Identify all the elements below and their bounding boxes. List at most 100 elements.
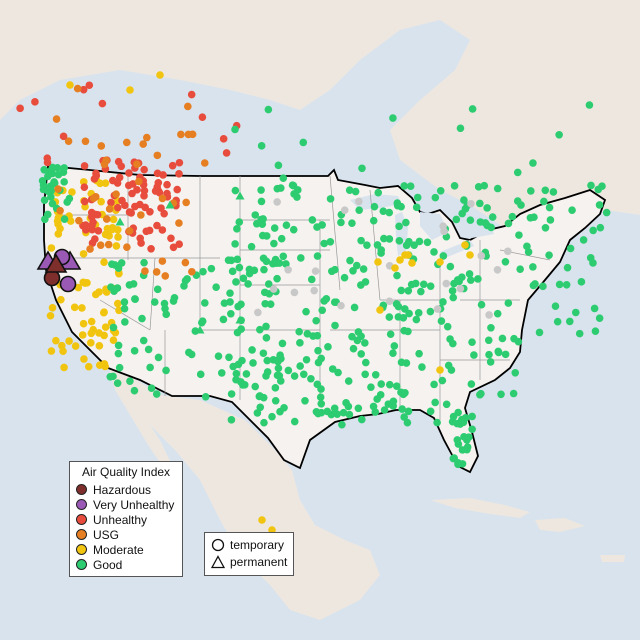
site-marker[interactable]	[333, 410, 342, 418]
site-marker[interactable]	[97, 142, 106, 150]
site-marker[interactable]	[94, 227, 103, 235]
site-marker[interactable]	[139, 336, 148, 345]
site-marker[interactable]	[430, 380, 438, 389]
site-marker[interactable]	[369, 216, 378, 225]
site-marker[interactable]	[385, 313, 394, 321]
site-marker[interactable]	[374, 258, 382, 266]
site-marker[interactable]	[169, 243, 178, 252]
site-marker[interactable]	[293, 186, 302, 194]
site-marker[interactable]	[271, 396, 280, 405]
site-marker[interactable]	[109, 336, 118, 344]
site-marker[interactable]	[260, 418, 268, 427]
site-marker[interactable]	[75, 216, 83, 225]
site-marker[interactable]	[273, 274, 281, 283]
site-marker[interactable]	[234, 360, 243, 369]
site-marker[interactable]	[165, 200, 175, 209]
site-marker[interactable]	[260, 288, 269, 297]
site-marker[interactable]	[195, 325, 205, 334]
site-marker[interactable]	[235, 218, 244, 226]
site-marker[interactable]	[78, 304, 86, 312]
site-marker[interactable]	[106, 372, 115, 381]
site-marker[interactable]	[353, 336, 362, 345]
site-marker[interactable]	[262, 232, 271, 240]
site-marker[interactable]	[113, 226, 122, 234]
site-marker[interactable]	[161, 272, 170, 280]
site-marker[interactable]	[397, 286, 406, 295]
site-marker[interactable]	[244, 280, 252, 288]
site-marker[interactable]	[330, 404, 339, 413]
site-marker[interactable]	[503, 247, 512, 256]
site-marker[interactable]	[124, 181, 133, 190]
site-marker[interactable]	[31, 98, 39, 106]
site-marker[interactable]	[98, 99, 107, 108]
site-marker[interactable]	[70, 303, 79, 312]
site-marker[interactable]	[154, 353, 163, 362]
site-marker[interactable]	[566, 244, 575, 253]
site-marker[interactable]	[158, 194, 167, 203]
site-marker[interactable]	[152, 390, 161, 398]
site-marker[interactable]	[278, 339, 287, 348]
site-marker[interactable]	[376, 306, 384, 314]
site-marker[interactable]	[115, 269, 123, 278]
site-marker[interactable]	[320, 239, 329, 248]
site-marker[interactable]	[214, 352, 223, 360]
site-marker[interactable]	[251, 211, 260, 219]
site-marker[interactable]	[167, 234, 175, 243]
site-marker[interactable]	[274, 364, 283, 373]
site-marker[interactable]	[579, 236, 588, 244]
site-marker[interactable]	[162, 366, 170, 375]
site-marker[interactable]	[130, 347, 139, 355]
site-marker[interactable]	[485, 350, 493, 359]
site-marker[interactable]	[87, 317, 96, 326]
site-marker[interactable]	[112, 190, 120, 198]
site-marker[interactable]	[125, 169, 133, 177]
site-marker[interactable]	[348, 332, 356, 341]
site-marker[interactable]	[284, 265, 292, 274]
site-marker[interactable]	[153, 285, 162, 294]
site-marker[interactable]	[222, 149, 231, 157]
site-marker[interactable]	[259, 349, 268, 358]
site-marker[interactable]	[80, 197, 89, 206]
site-marker[interactable]	[313, 252, 322, 260]
site-marker[interactable]	[498, 334, 507, 343]
site-marker[interactable]	[147, 384, 156, 393]
site-marker[interactable]	[389, 349, 397, 358]
site-marker[interactable]	[370, 202, 379, 211]
site-marker[interactable]	[86, 245, 94, 253]
site-marker[interactable]	[357, 236, 365, 245]
site-marker[interactable]	[290, 372, 299, 380]
site-marker[interactable]	[563, 263, 572, 272]
site-marker[interactable]	[262, 257, 271, 266]
site-marker[interactable]	[450, 182, 459, 190]
site-marker[interactable]	[158, 226, 167, 234]
site-marker[interactable]	[54, 230, 63, 238]
site-marker[interactable]	[84, 362, 93, 371]
site-marker[interactable]	[571, 308, 580, 317]
site-marker[interactable]	[262, 334, 271, 342]
site-marker[interactable]	[114, 233, 122, 241]
site-marker[interactable]	[52, 336, 60, 345]
site-marker[interactable]	[260, 265, 268, 274]
site-marker[interactable]	[93, 210, 102, 219]
site-marker[interactable]	[415, 349, 423, 358]
site-marker[interactable]	[273, 198, 281, 206]
site-marker[interactable]	[487, 223, 495, 232]
site-marker[interactable]	[257, 186, 265, 194]
site-marker[interactable]	[125, 208, 134, 216]
site-marker[interactable]	[314, 346, 322, 355]
site-marker[interactable]	[395, 237, 404, 245]
site-marker[interactable]	[71, 342, 80, 350]
site-marker[interactable]	[271, 384, 280, 392]
site-marker[interactable]	[546, 216, 555, 224]
site-marker[interactable]	[117, 162, 126, 171]
site-marker[interactable]	[456, 124, 465, 133]
site-marker[interactable]	[276, 407, 284, 416]
site-marker[interactable]	[160, 299, 169, 308]
site-marker[interactable]	[303, 330, 312, 338]
site-marker[interactable]	[393, 271, 401, 280]
site-marker[interactable]	[233, 328, 242, 337]
site-marker[interactable]	[169, 297, 178, 305]
site-marker[interactable]	[461, 241, 469, 249]
site-marker[interactable]	[430, 248, 438, 256]
site-marker[interactable]	[108, 225, 116, 234]
